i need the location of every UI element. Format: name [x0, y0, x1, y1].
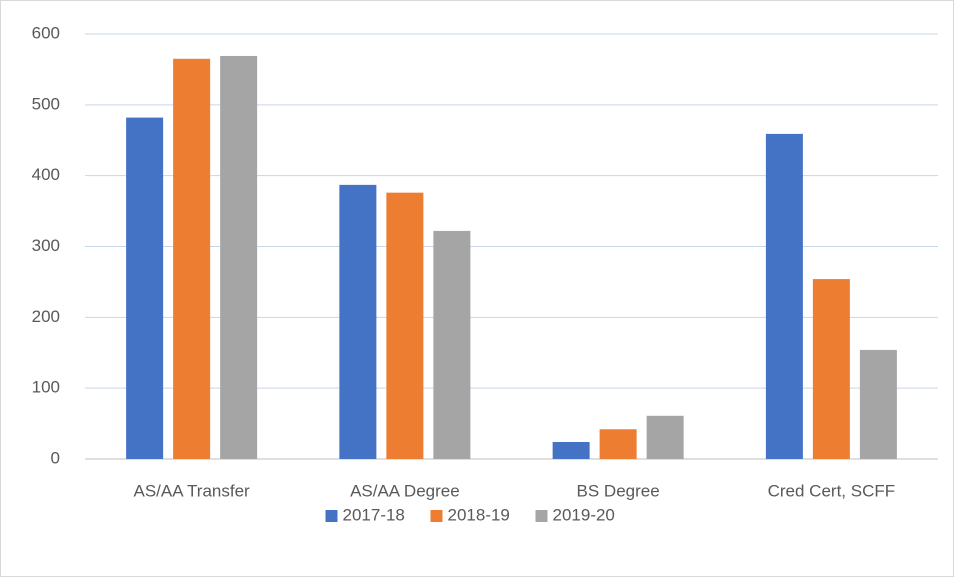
bar — [220, 55, 258, 459]
y-tick-label: 0 — [51, 448, 60, 467]
legend-swatch — [535, 510, 548, 522]
legend-swatch — [325, 510, 338, 522]
legend-label: 2019-20 — [553, 505, 615, 524]
bar — [859, 349, 897, 459]
bar — [599, 429, 637, 459]
y-tick-label: 300 — [32, 236, 60, 255]
y-tick-label: 600 — [32, 23, 60, 42]
bar — [765, 133, 803, 459]
x-tick-label: AS/AA Degree — [350, 481, 460, 500]
bar — [812, 279, 850, 459]
bar — [339, 184, 377, 459]
x-tick-label: Cred Cert, SCFF — [768, 481, 896, 500]
y-tick-label: 200 — [32, 307, 60, 326]
bar — [646, 415, 684, 459]
x-tick-label: BS Degree — [577, 481, 660, 500]
bar — [173, 58, 211, 460]
legend-label: 2017-18 — [343, 505, 405, 524]
x-tick-label: AS/AA Transfer — [134, 481, 251, 500]
bar — [433, 230, 471, 459]
y-tick-label: 500 — [32, 94, 60, 113]
y-tick-label: 400 — [32, 165, 60, 184]
legend-label: 2018-19 — [448, 505, 510, 524]
legend-swatch — [430, 510, 443, 522]
bar — [386, 192, 424, 459]
bar — [552, 442, 590, 459]
bar — [126, 117, 164, 459]
y-tick-label: 100 — [32, 378, 60, 397]
